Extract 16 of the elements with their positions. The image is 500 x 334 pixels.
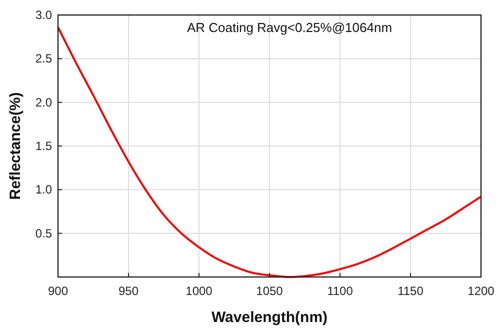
y-tick-label: 2.5 [35,52,52,66]
y-tick-label: 1.5 [35,139,52,153]
annotation: AR Coating Ravg<0.25%@1064nm [186,20,392,35]
x-tick-label: 950 [118,284,139,298]
x-tick-label: 1050 [256,284,284,298]
y-axis-title: Reflectance(%) [7,92,24,200]
y-tick-label: 1.0 [35,182,52,197]
x-axis-title: Wavelength(nm) [211,309,328,326]
x-tick-label: 1150 [398,284,424,298]
x-tick-label: 1200 [468,284,495,298]
x-tick-label: 900 [48,284,68,298]
y-tick-label: 3.0 [35,8,52,22]
x-tick-label: 1000 [186,284,213,298]
y-tick-label: 0.5 [35,226,52,240]
y-tick-label: 2.0 [35,95,52,110]
x-tick-label: 1100 [327,284,354,298]
